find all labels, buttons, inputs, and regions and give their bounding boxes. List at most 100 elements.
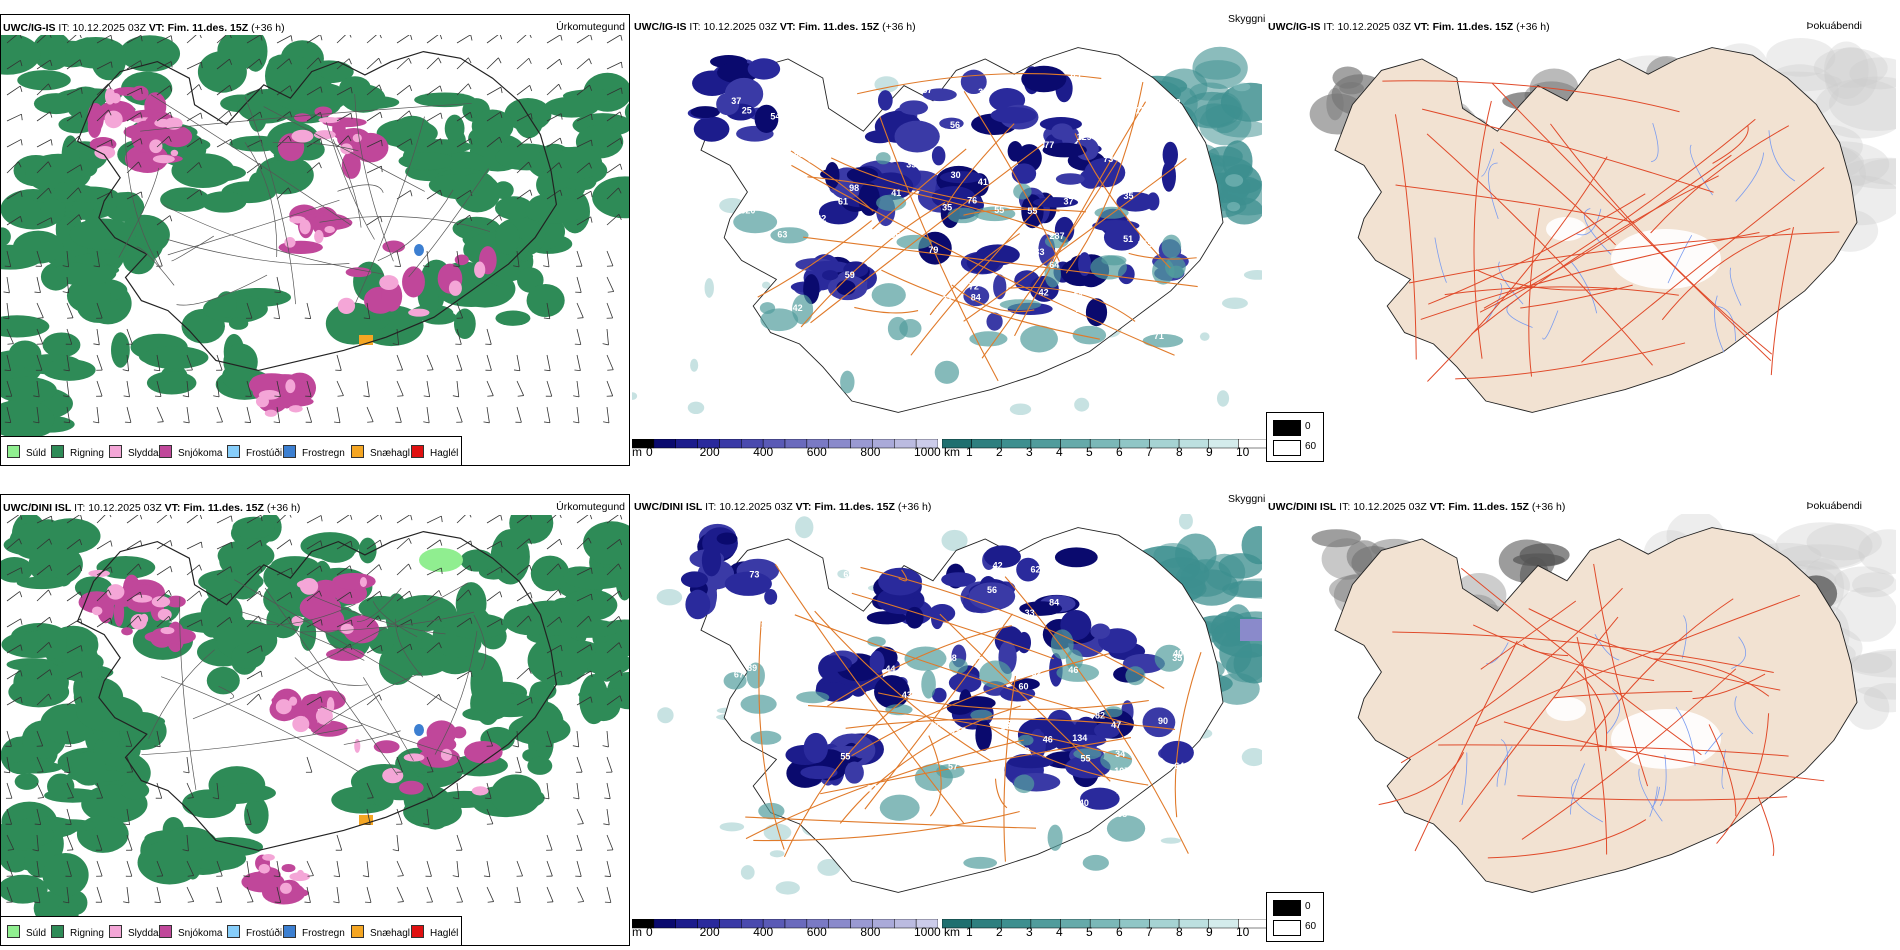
wind-barb-flag [409,643,413,650]
river [1570,763,1586,815]
road [136,246,175,286]
wind-barb-flag [619,111,623,118]
rain-cell [110,332,130,368]
visibility-cell [760,308,799,332]
cloud-base-label: 129 [1077,132,1092,142]
road [1065,81,1144,274]
cloud-base-label: 63 [777,229,787,239]
wind-barb [516,189,531,200]
wind-barb [336,886,340,903]
road [807,176,1057,234]
wind-barb-flag [79,111,83,118]
wind-barb [546,670,562,680]
wind-barb-flag [528,161,532,168]
cloud-base-label: 37 [776,186,786,196]
cloud-base-label: 32 [1031,668,1041,678]
wind-barb [396,590,410,602]
road [1074,133,1171,269]
cloud-base-cell [1065,755,1111,779]
wind-barb-flag [80,696,83,703]
road [810,143,1044,324]
wind-barb [216,860,223,877]
road [176,274,268,306]
wind-barb-flag [109,617,113,624]
sleet-cell [91,606,103,616]
sleet-cell [132,594,153,603]
wind-barb-flag [93,343,100,346]
snow-cell [464,740,503,764]
cloud-base-cell [1078,252,1092,277]
wind-barb [426,756,434,772]
wind-barb-flag [170,566,173,573]
road [879,116,999,382]
wind-barb [456,886,463,903]
snow-cell [314,106,333,117]
wind-barb-flag [320,540,323,547]
wind-barb [156,215,171,226]
wind-barb [66,187,79,200]
wind-barb-flag [49,111,53,118]
colorbar-tick: 6 [1116,445,1123,459]
visibility-cell [879,794,920,821]
wind-barb [606,834,614,850]
wind-barb-flag [619,163,623,170]
fog-haze [1852,572,1896,598]
wind-barb [126,406,132,423]
road [994,778,1008,809]
wind-barb [96,109,109,122]
wind-barb [366,539,381,550]
road [951,284,1035,313]
road [794,614,1138,727]
wind-barb-flag [33,901,40,904]
wind-barb-flag [409,590,413,597]
road [1757,796,1775,857]
wind-barb-flag [169,112,173,119]
road [356,587,402,622]
wind-barb [66,250,69,267]
wind-barb-flag [320,515,323,522]
sleet-cell [284,237,296,248]
wind-barb-flag [20,567,23,574]
cloud-base-label: 73 [1103,154,1113,164]
wind-barb [606,61,622,70]
cloud-base-label: 44 [885,664,895,674]
wind-barb-flag [37,317,44,319]
wind-barb-flag [260,645,263,652]
sleet-cell [352,133,362,143]
wind-barb [516,57,530,70]
rain-cell [209,601,226,641]
cloud-base-label: 34 [1115,749,1125,759]
wind-barb [186,590,200,602]
road [1473,594,1800,727]
wind-barb [456,302,464,319]
wind-barb-flag [619,590,623,597]
snow-cell [402,266,425,298]
panel-title: UWC/DINI ISL IT: 10.12.2025 03Z VT: Fim.… [3,502,301,514]
wind-barb-flag [258,615,262,622]
low-visibility-area [1225,174,1244,187]
wind-barb [216,58,230,70]
cloud-base-cell [931,146,946,166]
wind-barb [6,35,18,44]
cloud-base-label: 49 [799,787,809,797]
fog-legend-black [1273,420,1301,436]
rain-cell [14,773,39,790]
wind-barb-flag [470,138,473,145]
cloud-type-label: Skyggni [1228,13,1266,25]
fog-haze [1806,523,1882,561]
wind-barb-flag [320,138,323,145]
fog-haze [1834,566,1894,593]
wind-barb [156,35,172,44]
wind-barb-flag [122,369,129,372]
wind-barb [156,782,163,799]
wind-barb-flag [229,617,233,624]
visibility-cell [796,691,830,704]
rain-cell [120,781,150,800]
wind-barb-flag [559,59,563,65]
wind-barb [366,57,380,70]
road [1414,640,1518,852]
wind-barb [576,670,592,680]
visibility-cell [921,670,936,699]
wind-barb [186,112,202,122]
wind-barb-flag [18,538,22,545]
